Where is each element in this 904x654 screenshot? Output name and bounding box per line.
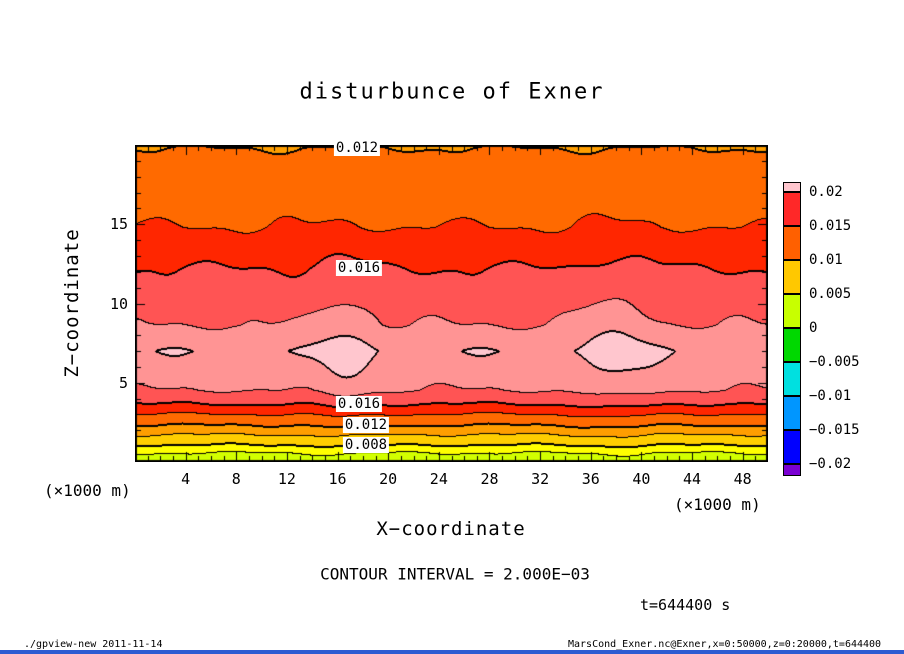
colorbar-cell [783,260,801,294]
time-label: t=644400 s [640,596,731,614]
contour-plot-canvas [135,145,768,462]
colorbar-tick-label: 0.015 [809,218,852,234]
colorbar-tick-label: 0.005 [809,286,852,302]
colorbar-tick-label: −0.02 [809,456,852,472]
y-axis-tick-label: 5 [118,373,128,392]
y-axis-tick-label: 15 [109,215,128,234]
x-axis-tick-label: 20 [379,470,398,488]
colorbar-tick-label: 0 [809,320,818,336]
colorbar-cell [783,192,801,226]
y-axis-tick-label: 10 [109,294,128,313]
x-axis-tick-label: 36 [581,470,600,488]
x-axis-unit-label: (×1000 m) [674,495,761,514]
bottom-blue-bar [0,650,904,654]
colorbar-cell [783,182,801,192]
y-axis-title: Z−coordinate [61,228,83,378]
colorbar-cell [783,328,801,362]
colorbar-tick-label: −0.015 [809,422,860,438]
x-axis-tick-label: 12 [277,470,296,488]
x-axis-tick-label: 4 [181,470,191,488]
y-axis-unit-label: (×1000 m) [44,481,131,500]
colorbar-cell [783,294,801,328]
colorbar [783,182,801,476]
x-axis-tick-label: 8 [231,470,241,488]
colorbar-tick-label: 0.02 [809,184,843,200]
x-axis-tick-label: 32 [531,470,550,488]
chart-title: disturbunce of Exner [299,79,605,105]
colorbar-cell [783,396,801,430]
x-axis-tick-label: 48 [733,470,752,488]
x-axis-tick-label: 40 [632,470,651,488]
x-axis-tick-label: 24 [429,470,448,488]
x-axis-tick-label: 16 [328,470,347,488]
contour-interval-note: CONTOUR INTERVAL = 2.000E−03 [320,564,590,584]
footer-command-text: ./gpview-new 2011-11-14 [24,639,163,650]
x-axis-title: X−coordinate [376,518,526,540]
x-axis-tick-label: 44 [683,470,702,488]
footer-source-text: MarsCond_Exner.nc@Exner,x=0:50000,z=0:20… [568,639,882,650]
colorbar-cell [783,464,801,476]
colorbar-cell [783,362,801,396]
x-axis-tick-label: 28 [480,470,499,488]
colorbar-tick-label: −0.01 [809,388,852,404]
colorbar-cell [783,226,801,260]
colorbar-cell [783,430,801,464]
colorbar-tick-label: 0.01 [809,252,843,268]
colorbar-tick-label: −0.005 [809,354,860,370]
